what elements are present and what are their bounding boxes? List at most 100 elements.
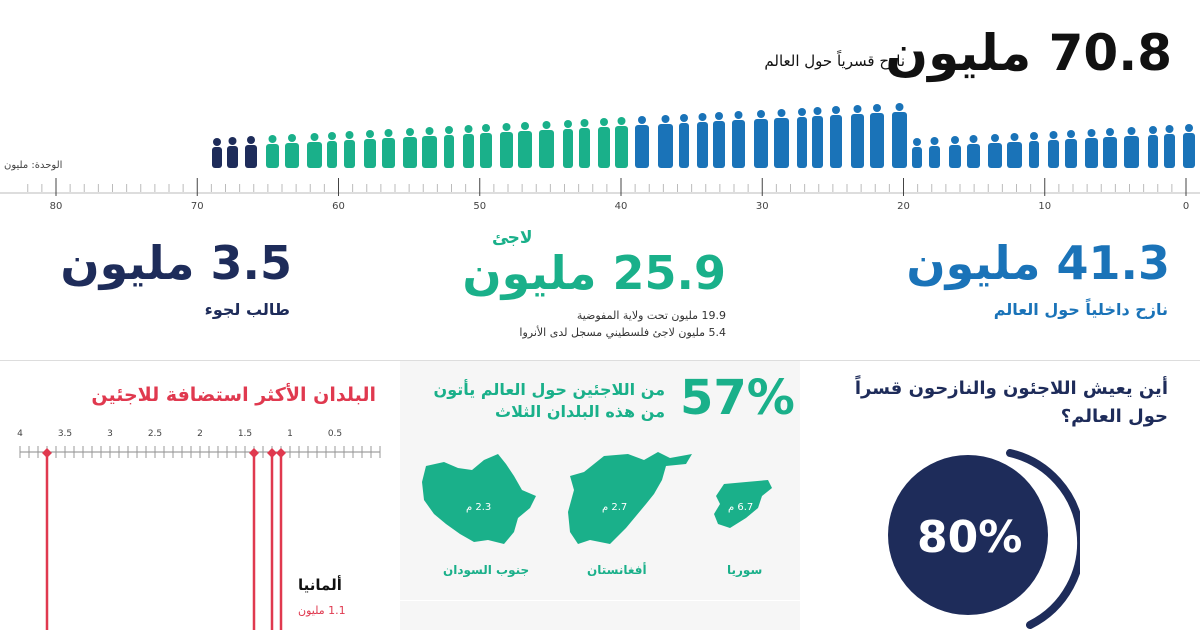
origin-text-line1: من اللاجئين حول العالم يأتون: [433, 380, 665, 399]
person-silhouette: [327, 132, 337, 168]
host-countries-chart: 4 3.5 3 2.5 2 1.5 1 0.5: [17, 429, 381, 630]
person-silhouette: [539, 121, 554, 168]
asylum-label: طالب لجوء: [204, 300, 290, 319]
refugee-note-unrwa: 5.4 مليون لاجئ فلسطيني مسجل لدى الأنروا: [519, 326, 726, 339]
host-tick-label: 1: [287, 429, 293, 439]
total-displaced-value: 70.8 مليون: [885, 24, 1172, 82]
person-silhouette: [679, 114, 689, 168]
person-silhouette: [422, 127, 437, 168]
idp-value: 41.3 مليون: [906, 236, 1170, 290]
person-silhouette: [870, 104, 884, 168]
ruler-tick-label: 50: [473, 201, 486, 212]
ruler-tick-label: 30: [756, 201, 769, 212]
person-silhouette: [285, 134, 299, 168]
syria-map: [714, 480, 772, 528]
idp-label: نازح داخلياً حول العالم: [993, 300, 1168, 319]
person-silhouette: [598, 118, 610, 168]
person-silhouette: [892, 103, 907, 168]
person-silhouette: [929, 137, 940, 168]
where-question-line2: حول العالم؟: [1060, 406, 1168, 427]
person-silhouette: [212, 138, 222, 168]
host-tick-label: 3.5: [58, 429, 72, 439]
person-silhouette: [912, 138, 922, 168]
person-silhouette: [1183, 124, 1195, 168]
person-silhouette: [518, 122, 532, 168]
host-tick-label: 1.5: [238, 429, 252, 439]
afghanistan-value: 2.7 م: [602, 502, 628, 513]
host-bar-marker: [249, 448, 259, 458]
ruler-unit-label: الوحدة: مليون: [4, 160, 63, 171]
host-country-label: ألمانيا: [298, 576, 342, 594]
person-silhouette: [1124, 127, 1139, 168]
person-silhouette: [1065, 130, 1077, 168]
section-divider: [0, 360, 1200, 361]
host-bar-marker: [42, 448, 52, 458]
person-silhouette: [988, 134, 1002, 168]
ruler-tick-label: 80: [50, 201, 63, 212]
afghanistan-map: [568, 452, 692, 544]
person-silhouette: [563, 120, 573, 168]
scale-ruler: 80 70 60 50 40 30 20 10 0: [0, 178, 1200, 212]
refugee-value: 25.9 مليون: [462, 246, 726, 300]
total-displaced-label: نازح قسرياً حول العالم: [764, 52, 905, 70]
syria-label: سوريا: [727, 563, 763, 577]
person-silhouette: [500, 123, 513, 168]
person-silhouette: [344, 131, 355, 168]
ruler-tick-label: 20: [897, 201, 910, 212]
syria-value: 6.7 م: [728, 502, 754, 513]
asylum-value: 3.5 مليون: [60, 236, 292, 290]
person-silhouette: [658, 115, 673, 168]
south-sudan-map: [422, 454, 536, 544]
person-silhouette: [1007, 133, 1022, 168]
person-silhouette: [480, 124, 492, 168]
host-tick-label: 4: [17, 429, 23, 439]
refugee-tag: لاجئ: [492, 228, 533, 248]
person-silhouette: [615, 117, 628, 168]
person-silhouette: [713, 112, 725, 168]
host-bar-marker: [267, 448, 277, 458]
person-silhouette: [732, 111, 745, 168]
person-silhouette: [697, 113, 708, 168]
person-silhouette: [851, 105, 864, 168]
person-silhouette: [463, 125, 474, 168]
person-silhouette: [949, 136, 961, 168]
person-silhouette: [754, 110, 768, 168]
person-silhouette: [307, 133, 322, 168]
origin-percent: 57%: [680, 370, 795, 426]
ruler-tick-label: 40: [615, 201, 628, 212]
host-tick-label: 2.5: [148, 429, 162, 439]
person-silhouette: [1103, 128, 1117, 168]
ruler-tick-label: 60: [332, 201, 345, 212]
where-question-line1: أين يعيش اللاجئون والنازحون قسراً: [854, 378, 1168, 399]
host-countries-title: البلدان الأكثر استضافة للاجئين: [91, 384, 376, 406]
person-silhouette: [382, 129, 395, 168]
host-tick-label: 3: [107, 429, 113, 439]
origin-panel-divider: [400, 600, 800, 601]
ruler-tick-label: 10: [1038, 201, 1051, 212]
host-tick-label: 2: [197, 429, 203, 439]
person-silhouette: [1085, 129, 1098, 168]
person-silhouette: [579, 119, 590, 168]
person-silhouette: [227, 137, 238, 168]
south-sudan-value: 2.3 م: [466, 502, 492, 513]
south-sudan-label: جنوب السودان: [443, 563, 530, 577]
ruler-tick-label: 0: [1183, 201, 1189, 212]
host-tick-label: 0.5: [328, 429, 342, 439]
next-panel-bg: [400, 602, 800, 630]
origin-text-line2: من هذه البلدان الثلاث: [495, 402, 665, 421]
person-silhouette: [266, 135, 279, 168]
people-silhouettes: [212, 103, 1195, 168]
host-bar-marker: [276, 448, 286, 458]
person-silhouette: [967, 135, 980, 168]
globe-graphic: [888, 449, 1080, 629]
ruler-tick-label: 70: [191, 201, 204, 212]
person-silhouette: [1029, 132, 1039, 168]
afghanistan-label: أفغانستان: [587, 563, 647, 577]
person-silhouette: [403, 128, 417, 168]
person-silhouette: [444, 126, 454, 168]
where-percent: 80%: [917, 512, 1023, 563]
person-silhouette: [774, 109, 789, 168]
person-silhouette: [812, 107, 823, 168]
person-silhouette: [245, 136, 257, 168]
refugee-note-unhcr: 19.9 مليون تحت ولاية المفوضية: [576, 309, 726, 322]
